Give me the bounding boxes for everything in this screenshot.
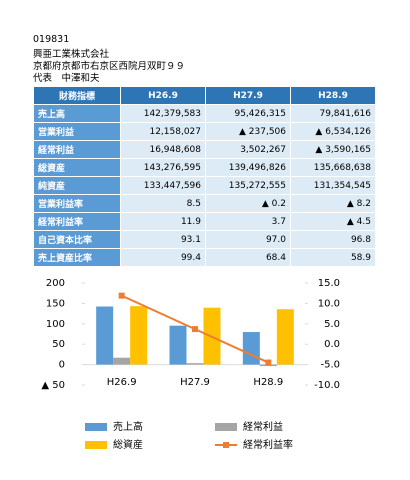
table-cell: 96.8	[291, 231, 375, 248]
table-cell: ▲ 4.5	[291, 213, 375, 230]
legend-marker	[223, 442, 229, 448]
table-cell: 11.9	[121, 213, 205, 230]
table-row: 経常利益率 11.9 3.7 ▲ 4.5	[34, 213, 375, 230]
table-cell: 3,502,267	[206, 141, 290, 158]
legend-swatch	[85, 441, 107, 449]
bar	[130, 306, 148, 365]
table-row: 財務指標 H26.9 H27.9 H28.9	[34, 87, 375, 104]
y-tick-label: 150	[46, 298, 65, 309]
x-tick-label: H28.9	[253, 377, 283, 388]
code: 019831	[33, 34, 70, 45]
legend-label: 経常利益率	[243, 438, 293, 451]
representative: 代表 中澤和夫	[33, 73, 100, 84]
y2-tick-label: -10.0	[314, 380, 340, 391]
y2-tick-label: 15.0	[318, 278, 340, 289]
table-cell: 財務指標	[34, 87, 120, 104]
address: 京都府京都市右京区西院月双町９９	[33, 61, 186, 72]
table-row: 売上資産比率 99.4 68.4 58.9	[34, 249, 375, 266]
table-cell: ▲ 8.2	[291, 195, 375, 212]
table-cell: 売上資産比率	[34, 249, 120, 266]
table-row: 営業利益率 8.5 ▲ 0.2 ▲ 8.2	[34, 195, 375, 212]
financial-table: 財務指標 H26.9 H27.9 H28.9 売上高 142,379,583 95,426,…	[33, 86, 376, 267]
x-tick-label: H26.9	[107, 377, 137, 388]
table-cell: ▲ 237,506	[206, 123, 290, 140]
y-tick-label: ▲ 50	[41, 380, 65, 391]
y2-tick-label: 10.0	[318, 298, 340, 309]
table-cell: 95,426,315	[206, 105, 290, 122]
chart: ▲ 50 0 50 100 150 200 -10.0 -5.0 0.0 5.0 10.0 15.0 H…	[41, 278, 340, 451]
table-cell: 経常利益率	[34, 213, 120, 230]
line-marker	[192, 326, 198, 333]
table-cell: 135,272,555	[206, 177, 290, 194]
table-row: 経常利益 16,948,608 3,502,267 ▲ 3,590,165	[34, 141, 375, 158]
legend-swatch	[215, 423, 237, 431]
table-cell: 12,158,027	[121, 123, 205, 140]
bar	[186, 363, 204, 365]
bar	[276, 309, 294, 365]
table-cell: 8.5	[121, 195, 205, 212]
table-cell: 経常利益	[34, 141, 120, 158]
table-row: 純資産 133,447,596 135,272,555 131,354,545	[34, 177, 375, 194]
table-cell: 営業利益率	[34, 195, 120, 212]
table-cell: 93.1	[121, 231, 205, 248]
table-cell: 131,354,545	[291, 177, 375, 194]
company: 興亜工業株式会社	[33, 49, 110, 60]
table-cell: 143,276,595	[121, 159, 205, 176]
legend-label: 売上高	[113, 420, 143, 433]
table-cell: 68.4	[206, 249, 290, 266]
x-tick-label: H27.9	[180, 377, 210, 388]
table-cell: 97.0	[206, 231, 290, 248]
line-marker	[265, 359, 272, 366]
table-cell: 142,379,583	[121, 105, 205, 122]
table-row: 売上高 142,379,583 95,426,315 79,841,616	[34, 105, 375, 122]
table-cell: 135,668,638	[291, 159, 375, 176]
table-row: 自己資本比率 93.1 97.0 96.8	[34, 231, 375, 248]
bar	[169, 325, 187, 365]
table-cell: 58.9	[291, 249, 375, 266]
legend-label: 経常利益	[243, 420, 283, 433]
table-cell: 総資産	[34, 159, 120, 176]
y2-tick-label: 0.0	[324, 339, 340, 350]
table-cell: ▲ 6,534,126	[291, 123, 375, 140]
table-cell: 自己資本比率	[34, 231, 120, 248]
legend-label: 総資産	[113, 438, 143, 451]
table-cell: H28.9	[291, 87, 375, 104]
bar	[113, 357, 131, 365]
table-cell: 79,841,616	[291, 105, 375, 122]
table-cell: ▲ 0.2	[206, 195, 290, 212]
table-cell: H26.9	[121, 87, 205, 104]
bar	[96, 306, 114, 365]
table-cell: 純資産	[34, 177, 120, 194]
line-marker	[118, 292, 125, 299]
y2-tick-label: -5.0	[320, 360, 340, 371]
table-cell: 売上高	[34, 105, 120, 122]
table-cell: 99.4	[121, 249, 205, 266]
y2-tick-label: 5.0	[324, 319, 340, 330]
legend-swatch	[85, 423, 107, 431]
table-row: 営業利益 12,158,027 ▲ 237,506 ▲ 6,534,126	[34, 123, 375, 140]
y-tick-label: 50	[52, 339, 65, 350]
table-cell: ▲ 3,590,165	[291, 141, 375, 158]
table-cell: 139,496,826	[206, 159, 290, 176]
table-row: 総資産 143,276,595 139,496,826 135,668,638	[34, 159, 375, 176]
bar	[242, 332, 260, 365]
y-tick-label: 0	[59, 360, 65, 371]
table-cell: 133,447,596	[121, 177, 205, 194]
table-cell: H27.9	[206, 87, 290, 104]
table-cell: 3.7	[206, 213, 290, 230]
y-tick-label: 100	[46, 319, 65, 330]
y-tick-label: 200	[46, 278, 65, 289]
table-cell: 営業利益	[34, 123, 120, 140]
table-cell: 16,948,608	[121, 141, 205, 158]
